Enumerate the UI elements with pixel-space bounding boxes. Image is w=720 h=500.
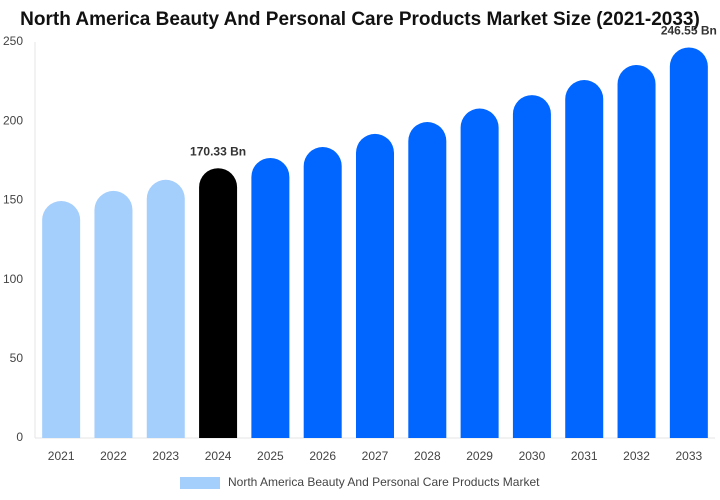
bar	[565, 80, 604, 439]
x-tick-label: 2031	[571, 449, 598, 463]
y-tick-label: 100	[3, 272, 23, 286]
bar	[356, 133, 394, 438]
bar	[617, 64, 656, 438]
x-tick-label: 2030	[519, 449, 546, 463]
bar	[94, 190, 133, 438]
data-label: 170.33 Bn	[190, 144, 246, 158]
x-tick-label: 2026	[309, 449, 336, 463]
bar	[146, 179, 185, 439]
legend-swatch	[180, 477, 220, 489]
x-tick-label: 2021	[48, 449, 75, 463]
bar	[199, 168, 238, 439]
x-tick-label: 2032	[623, 449, 650, 463]
x-tick-label: 2025	[257, 449, 284, 463]
bar	[408, 121, 447, 438]
y-tick-label: 50	[10, 351, 24, 365]
x-tick-label: 2029	[466, 449, 493, 463]
x-tick-label: 2033	[675, 449, 702, 463]
x-tick-label: 2022	[100, 449, 127, 463]
bar	[303, 147, 342, 438]
y-tick-label: 0	[16, 430, 23, 444]
bar	[251, 157, 290, 439]
y-tick-label: 150	[3, 193, 23, 207]
bar	[669, 47, 708, 439]
legend-label: North America Beauty And Personal Care P…	[228, 475, 540, 489]
x-tick-label: 2024	[205, 449, 232, 463]
x-tick-label: 2027	[362, 449, 389, 463]
bar	[42, 201, 81, 438]
x-tick-label: 2028	[414, 449, 441, 463]
y-tick-label: 250	[3, 34, 23, 48]
x-tick-label: 2023	[152, 449, 179, 463]
bar	[512, 95, 551, 438]
bar	[460, 108, 499, 438]
data-label: 246.55 Bn	[661, 24, 717, 38]
y-tick-label: 200	[3, 113, 23, 127]
chart-title: North America Beauty And Personal Care P…	[20, 9, 700, 30]
